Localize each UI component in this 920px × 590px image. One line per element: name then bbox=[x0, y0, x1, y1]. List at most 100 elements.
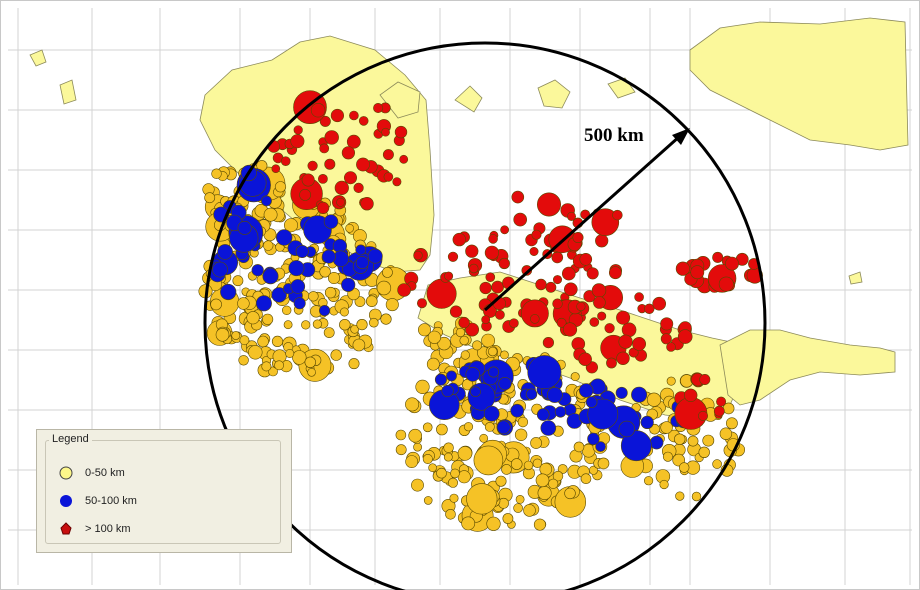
quake-deep[interactable] bbox=[280, 156, 291, 166]
quake-deep[interactable] bbox=[444, 271, 454, 281]
quake-shallow[interactable] bbox=[413, 442, 422, 452]
quake-deep[interactable] bbox=[397, 283, 411, 297]
quake-deep[interactable] bbox=[513, 212, 528, 227]
quake-intermediate[interactable] bbox=[276, 229, 293, 246]
quake-deep[interactable] bbox=[591, 283, 607, 298]
quake-deep[interactable] bbox=[399, 154, 409, 164]
quake-shallow[interactable] bbox=[450, 468, 460, 479]
quake-shallow[interactable] bbox=[443, 452, 453, 462]
quake-deep[interactable] bbox=[317, 173, 328, 184]
quake-intermediate[interactable] bbox=[319, 305, 331, 317]
quake-intermediate[interactable] bbox=[465, 367, 481, 382]
quake-shallow[interactable] bbox=[557, 464, 568, 474]
quake-deep[interactable] bbox=[552, 275, 562, 285]
quake-intermediate[interactable] bbox=[615, 386, 628, 399]
quake-shallow[interactable] bbox=[436, 467, 447, 479]
quake-deep[interactable] bbox=[713, 405, 725, 417]
quake-intermediate[interactable] bbox=[290, 279, 306, 294]
quake-intermediate[interactable] bbox=[631, 386, 648, 403]
quake-deep[interactable] bbox=[498, 257, 510, 270]
quake-shallow[interactable] bbox=[457, 470, 471, 484]
quake-shallow[interactable] bbox=[274, 181, 287, 193]
quake-deep[interactable] bbox=[290, 134, 305, 149]
quake-shallow[interactable] bbox=[486, 516, 501, 531]
quake-shallow[interactable] bbox=[423, 496, 433, 505]
earthquake-points[interactable] bbox=[198, 90, 763, 532]
quake-deep[interactable] bbox=[330, 108, 345, 123]
quake-shallow[interactable] bbox=[449, 493, 459, 503]
quake-deep[interactable] bbox=[677, 329, 693, 344]
quake-shallow[interactable] bbox=[698, 446, 710, 458]
quake-shallow[interactable] bbox=[257, 335, 269, 348]
quake-deep[interactable] bbox=[597, 311, 607, 321]
quake-intermediate[interactable] bbox=[434, 373, 447, 386]
quake-shallow[interactable] bbox=[570, 372, 580, 382]
quake-shallow[interactable] bbox=[395, 429, 407, 441]
quake-deep[interactable] bbox=[551, 251, 564, 264]
quake-intermediate[interactable] bbox=[237, 220, 252, 235]
quake-shallow[interactable] bbox=[461, 516, 476, 531]
quake-deep[interactable] bbox=[469, 263, 479, 274]
quake-intermediate[interactable] bbox=[640, 415, 654, 430]
quake-intermediate[interactable] bbox=[255, 295, 272, 312]
quake-shallow[interactable] bbox=[231, 331, 241, 340]
quake-deep[interactable] bbox=[586, 267, 599, 280]
quake-shallow[interactable] bbox=[239, 335, 250, 346]
quake-deep[interactable] bbox=[458, 316, 470, 329]
quake-shallow[interactable] bbox=[285, 348, 295, 358]
quake-intermediate[interactable] bbox=[217, 244, 233, 260]
quake-shallow[interactable] bbox=[513, 503, 523, 513]
quake-shallow[interactable] bbox=[238, 355, 249, 366]
quake-shallow[interactable] bbox=[564, 487, 576, 500]
quake-shallow[interactable] bbox=[539, 462, 553, 476]
quake-intermediate[interactable] bbox=[510, 403, 525, 418]
quake-deep[interactable] bbox=[578, 352, 592, 366]
quake-shallow[interactable] bbox=[405, 397, 420, 412]
quake-deep[interactable] bbox=[660, 333, 672, 345]
quake-shallow[interactable] bbox=[339, 319, 351, 331]
quake-shallow[interactable] bbox=[659, 479, 669, 490]
quake-intermediate[interactable] bbox=[546, 387, 563, 403]
quake-deep[interactable] bbox=[562, 322, 578, 337]
quake-deep[interactable] bbox=[644, 303, 655, 314]
quake-deep[interactable] bbox=[632, 336, 646, 351]
quake-shallow[interactable] bbox=[702, 434, 715, 447]
quake-shallow[interactable] bbox=[319, 266, 331, 278]
quake-deep[interactable] bbox=[566, 211, 576, 221]
quake-shallow[interactable] bbox=[662, 451, 673, 462]
quake-deep[interactable] bbox=[675, 261, 691, 276]
quake-deep[interactable] bbox=[521, 265, 533, 276]
quake-shallow[interactable] bbox=[352, 338, 366, 352]
quake-deep[interactable] bbox=[579, 252, 593, 266]
quake-shallow[interactable] bbox=[215, 327, 230, 342]
quake-intermediate[interactable] bbox=[212, 261, 228, 278]
quake-intermediate[interactable] bbox=[587, 432, 600, 446]
quake-shallow[interactable] bbox=[532, 458, 543, 468]
quake-shallow[interactable] bbox=[365, 295, 378, 308]
quake-deep[interactable] bbox=[618, 334, 633, 349]
quake-deep[interactable] bbox=[271, 164, 281, 173]
quake-deep[interactable] bbox=[356, 157, 370, 172]
quake-shallow[interactable] bbox=[687, 435, 699, 447]
quake-shallow[interactable] bbox=[283, 320, 293, 330]
quake-intermediate[interactable] bbox=[498, 377, 512, 391]
quake-deep[interactable] bbox=[381, 127, 390, 137]
quake-deep[interactable] bbox=[690, 265, 705, 280]
quake-shallow[interactable] bbox=[580, 473, 592, 485]
quake-shallow[interactable] bbox=[282, 305, 292, 315]
quake-intermediate[interactable] bbox=[251, 264, 264, 277]
quake-deep[interactable] bbox=[319, 115, 331, 127]
quake-intermediate[interactable] bbox=[527, 355, 562, 390]
quake-shallow[interactable] bbox=[510, 458, 523, 470]
quake-intermediate[interactable] bbox=[525, 388, 538, 400]
quake-shallow[interactable] bbox=[308, 291, 319, 302]
quake-shallow[interactable] bbox=[473, 445, 504, 476]
quake-shallow[interactable] bbox=[719, 427, 733, 440]
quake-intermediate[interactable] bbox=[540, 420, 557, 436]
quake-deep[interactable] bbox=[529, 314, 540, 324]
quake-intermediate[interactable] bbox=[323, 214, 339, 229]
quake-deep[interactable] bbox=[349, 110, 359, 121]
quake-shallow[interactable] bbox=[514, 428, 528, 441]
quake-deep[interactable] bbox=[465, 322, 479, 337]
quake-deep[interactable] bbox=[561, 266, 576, 281]
